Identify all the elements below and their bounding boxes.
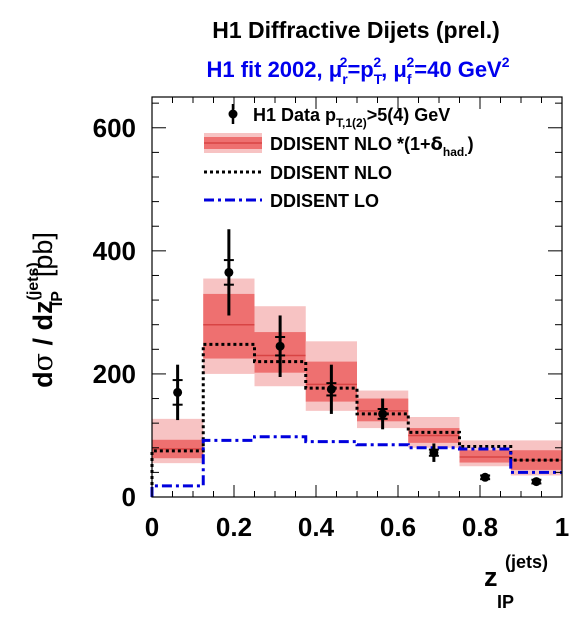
y-tick-label: 600 bbox=[93, 113, 136, 143]
svg-text:dσ / dz(jets)IP[pb]: dσ / dz(jets) IP[pb] bbox=[25, 232, 66, 388]
legend-lo: DDISENT LO bbox=[204, 191, 379, 211]
lo-histogram bbox=[150, 435, 562, 497]
x-tick-label: 0 bbox=[145, 512, 159, 542]
chart-title: H1 Diffractive Dijets (prel.) bbox=[212, 17, 500, 43]
svg-text:DDISENT NLO *(1+δhad.): DDISENT NLO *(1+δhad.) bbox=[270, 134, 474, 159]
data-point bbox=[224, 267, 234, 277]
y-axis-label: dσ / dz(jets) IP[pb] bbox=[25, 232, 66, 388]
axis-ticks bbox=[151, 97, 563, 498]
data-point bbox=[480, 472, 490, 482]
data-point bbox=[275, 341, 285, 351]
data-point bbox=[326, 384, 336, 394]
chart-subtitle: H1 fit 2002, μr2=pT2, μf2=40 GeV2 bbox=[206, 54, 509, 87]
data-point bbox=[173, 387, 183, 397]
svg-text:z: z bbox=[484, 562, 498, 592]
svg-text:DDISENT LO: DDISENT LO bbox=[270, 191, 379, 211]
y-tick-label: 200 bbox=[93, 359, 136, 389]
data-point bbox=[378, 409, 388, 419]
svg-text:DDISENT NLO: DDISENT NLO bbox=[270, 163, 392, 183]
data-points bbox=[172, 229, 542, 487]
data-point bbox=[429, 448, 439, 458]
x-tick-label: 0.4 bbox=[298, 512, 335, 542]
svg-text:(jets): (jets) bbox=[505, 552, 548, 572]
legend-data: H1 Data pT,1(2)>5(4) GeV bbox=[228, 104, 450, 130]
x-tick-label: 1 bbox=[555, 512, 569, 542]
y-tick-label: 400 bbox=[93, 236, 136, 266]
x-tick-label: 0.6 bbox=[380, 512, 416, 542]
legend-nlo: DDISENT NLO bbox=[204, 163, 392, 183]
x-tick-label: 0.8 bbox=[462, 512, 498, 542]
x-tick-label: 0.2 bbox=[216, 512, 252, 542]
theory-lines bbox=[150, 342, 562, 497]
x-axis-label: z (jets) IP bbox=[484, 552, 548, 612]
legend-nlo-had: DDISENT NLO *(1+δhad.) bbox=[204, 133, 474, 159]
nlo-histogram bbox=[150, 342, 562, 497]
legend: H1 Data pT,1(2)>5(4) GeV DDISENT NLO *(1… bbox=[204, 104, 474, 211]
svg-text:IP: IP bbox=[497, 592, 514, 612]
y-tick-label: 0 bbox=[122, 482, 136, 512]
svg-text:H1 Data pT,1(2)>5(4) GeV: H1 Data pT,1(2)>5(4) GeV bbox=[253, 105, 450, 130]
data-point bbox=[531, 477, 541, 487]
